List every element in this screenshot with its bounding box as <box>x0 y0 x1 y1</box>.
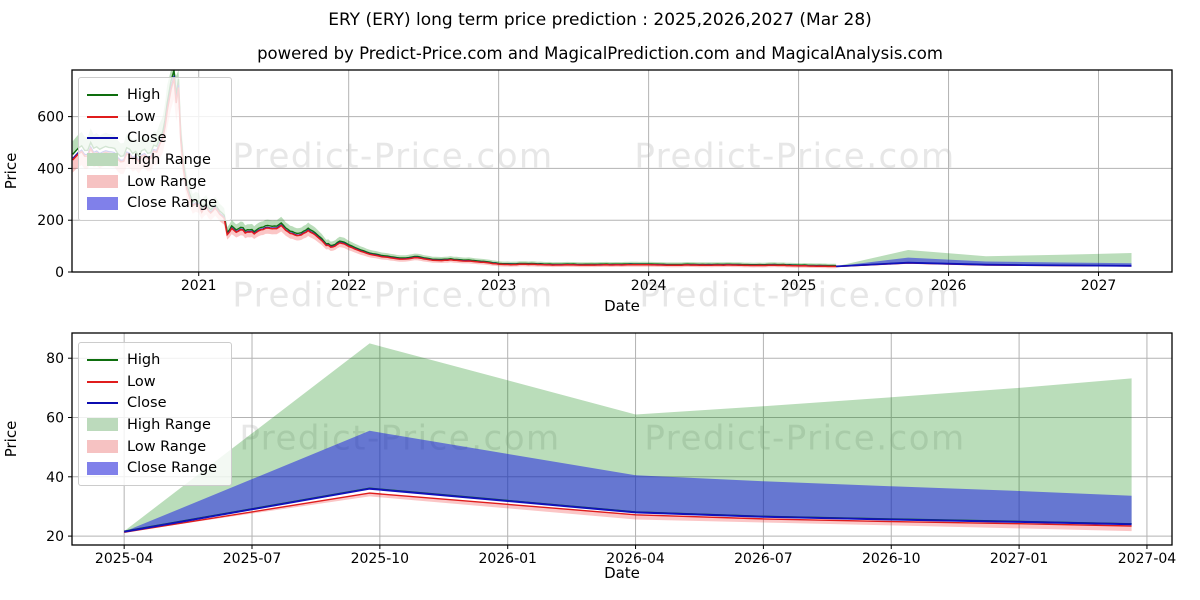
legend-fill-swatch <box>87 461 118 475</box>
legend-label: Low Range <box>127 173 207 190</box>
legend-item-close-range: Close Range <box>87 457 217 479</box>
legend-item-low-range: Low Range <box>87 436 217 458</box>
legend-label: High <box>127 86 161 103</box>
legend-label: Close Range <box>127 195 218 212</box>
x-tick-label: 2025-10 <box>351 551 410 567</box>
x-tick-label: 2026-07 <box>734 551 793 567</box>
forecast-close-range-band <box>836 257 1132 267</box>
y-tick-label: 0 <box>55 265 64 281</box>
legend-label: Low Range <box>127 438 207 455</box>
legend-item-high-range: High Range <box>87 414 217 436</box>
bottom-chart-legend: High Low Close High Range Low Range Close Ran… <box>78 342 233 487</box>
x-tick-label: 2022 <box>331 278 367 294</box>
x-tick-label: 2023 <box>481 278 517 294</box>
legend-label: High Range <box>127 416 211 433</box>
forecast-low-range-band <box>124 493 1132 533</box>
watermark-text: Predict-Price.com <box>634 137 955 177</box>
watermark-text: Predict-Price.com <box>644 419 965 459</box>
y-tick-label: 400 <box>37 161 64 177</box>
legend-item-low: Low <box>87 106 217 128</box>
legend-item-high: High <box>87 84 217 106</box>
legend-item-low-range: Low Range <box>87 171 217 193</box>
legend-label: Close <box>127 395 167 412</box>
y-tick-label: 200 <box>37 213 64 229</box>
legend-label: Close Range <box>127 460 218 477</box>
legend-fill-swatch <box>87 196 118 210</box>
legend-label: Low <box>127 108 156 125</box>
x-tick-label: 2025-07 <box>223 551 282 567</box>
legend-fill-swatch <box>87 440 118 454</box>
legend-line-swatch <box>87 93 118 96</box>
legend-line-swatch <box>87 402 118 405</box>
x-tick-label: 2027-01 <box>990 551 1049 567</box>
x-axis-label: Date <box>604 564 640 582</box>
watermark-text: Predict-Price.com <box>232 276 553 316</box>
x-tick-label: 2026-10 <box>862 551 921 567</box>
x-tick-label: 2026-04 <box>606 551 665 567</box>
legend-item-close: Close <box>87 392 217 414</box>
x-tick-label: 2027-04 <box>1118 551 1177 567</box>
legend-line-swatch <box>87 358 118 361</box>
page-subtitle: powered by Predict-Price.com and Magical… <box>257 44 943 63</box>
legend-item-close: Close <box>87 127 217 149</box>
forecast-close-line <box>836 261 1132 268</box>
legend-line-swatch <box>87 137 118 140</box>
legend-label: Low <box>127 373 156 390</box>
x-tick-label: 2021 <box>181 278 217 294</box>
y-tick-label: 40 <box>46 470 64 486</box>
x-axis-label: Date <box>604 297 640 315</box>
x-tick-label: 2026-01 <box>478 551 537 567</box>
legend-item-high-range: High Range <box>87 149 217 171</box>
forecast-close-range-band <box>124 430 1132 532</box>
legend-fill-swatch <box>87 175 118 189</box>
x-tick-label: 2025-04 <box>95 551 154 567</box>
forecast-close-line <box>124 487 1132 533</box>
y-axis-label: Price <box>2 421 20 458</box>
legend-line-swatch <box>87 115 118 118</box>
plot-border <box>71 332 1173 546</box>
legend-fill-swatch <box>87 153 118 167</box>
x-tick-label: 2024 <box>631 278 667 294</box>
legend-item-close-range: Close Range <box>87 192 217 214</box>
y-tick-label: 80 <box>46 351 64 367</box>
y-axis-label: Price <box>2 153 20 190</box>
y-tick-label: 600 <box>37 110 64 126</box>
top-chart-legend: High Low Close High Range Low Range Close Ran… <box>78 77 233 222</box>
legend-label: High <box>127 351 161 368</box>
watermark-text: Predict-Price.com <box>639 276 960 316</box>
legend-fill-swatch <box>87 418 118 432</box>
legend-line-swatch <box>87 380 118 383</box>
x-tick-label: 2026 <box>931 278 967 294</box>
y-tick-label: 60 <box>46 411 64 427</box>
legend-label: Close <box>127 130 167 147</box>
x-tick-label: 2027 <box>1081 278 1117 294</box>
page-title: ERY (ERY) long term price prediction : 2… <box>328 10 872 30</box>
legend-label: High Range <box>127 151 211 168</box>
plot-border <box>71 69 1173 273</box>
x-tick-label: 2025 <box>781 278 817 294</box>
legend-item-high: High <box>87 349 217 371</box>
legend-item-low: Low <box>87 371 217 393</box>
forecast-low-line <box>124 492 1132 533</box>
y-tick-label: 20 <box>46 529 64 545</box>
